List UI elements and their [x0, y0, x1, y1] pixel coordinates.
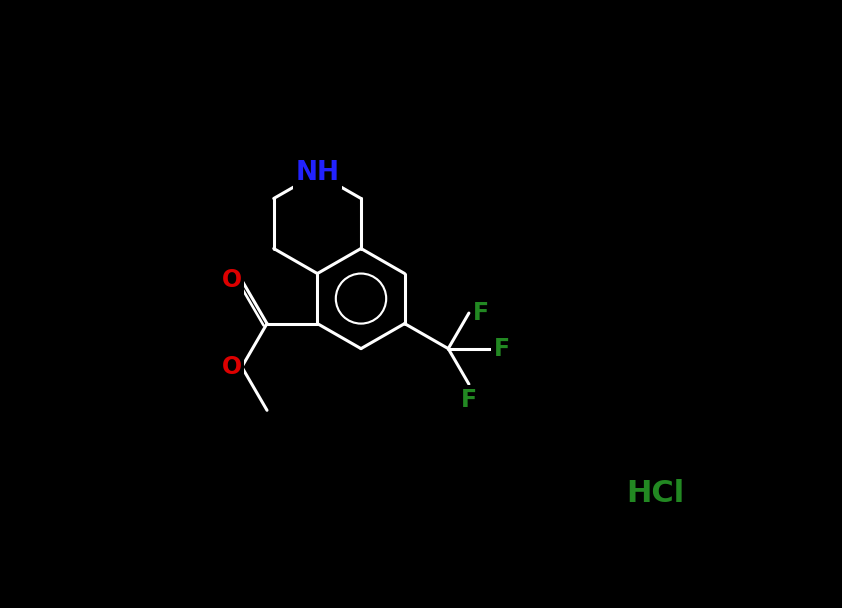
Text: F: F	[473, 301, 489, 325]
Text: O: O	[221, 268, 242, 292]
Text: NH: NH	[296, 161, 339, 187]
Text: F: F	[494, 337, 510, 361]
Text: O: O	[221, 355, 242, 379]
Text: HCl: HCl	[626, 479, 685, 508]
Text: F: F	[461, 387, 477, 412]
